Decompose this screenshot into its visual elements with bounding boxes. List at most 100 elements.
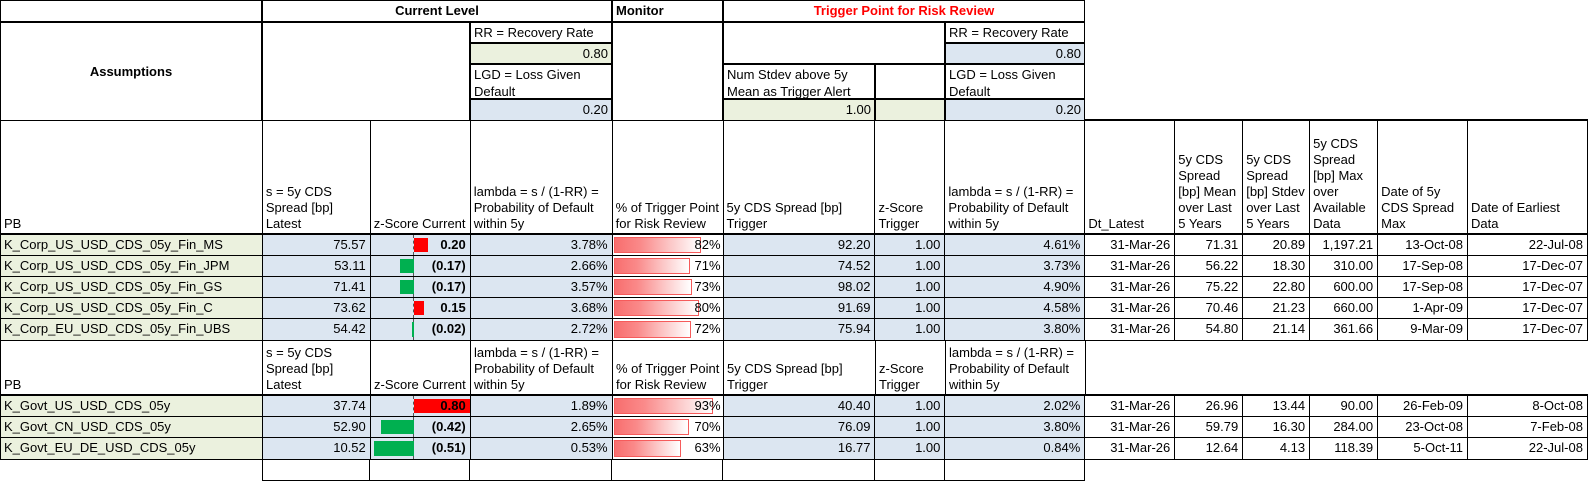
max-spread-cell[interactable]: 1,197.21 bbox=[1310, 235, 1379, 255]
z-score-current-cell[interactable]: (0.17) bbox=[370, 256, 471, 276]
pct-of-trigger-cell[interactable]: 72% bbox=[612, 319, 724, 340]
col-header-dt-latest[interactable]: Dt_Latest bbox=[1085, 121, 1176, 233]
latest-spread-cell[interactable]: 10.52 bbox=[262, 438, 371, 459]
spread-trigger-cell[interactable]: 92.20 bbox=[723, 235, 876, 255]
mean-5y-cell[interactable]: 71.31 bbox=[1175, 235, 1244, 255]
lambda-current-cell[interactable]: 2.65% bbox=[470, 417, 613, 437]
dt-latest-cell[interactable]: 31-Mar-26 bbox=[1085, 256, 1176, 276]
spread-trigger-cell[interactable]: 75.94 bbox=[723, 319, 876, 340]
z-score-trigger-cell[interactable]: 1.00 bbox=[875, 235, 946, 255]
z-score-current-cell[interactable]: 0.15 bbox=[370, 298, 471, 318]
date-earliest-cell[interactable]: 7-Feb-08 bbox=[1468, 417, 1588, 437]
col-header-date-max[interactable]: Date of 5y CDS Spread Max bbox=[1378, 121, 1469, 233]
lambda-current-cell[interactable]: 0.53% bbox=[470, 438, 613, 459]
col-header-pb-2[interactable]: PB bbox=[1, 341, 263, 394]
max-spread-cell[interactable]: 660.00 bbox=[1310, 298, 1379, 318]
spread-trigger-cell[interactable]: 91.69 bbox=[723, 298, 876, 318]
pct-of-trigger-cell[interactable]: 63% bbox=[612, 438, 724, 459]
latest-spread-cell[interactable]: 37.74 bbox=[262, 396, 371, 416]
latest-spread-cell[interactable]: 54.42 bbox=[262, 319, 371, 340]
z-score-trigger-cell[interactable]: 1.00 bbox=[875, 438, 946, 459]
col-header-spread-trigger[interactable]: 5y CDS Spread [bp] Trigger bbox=[724, 121, 876, 233]
lambda-trigger-cell[interactable]: 3.80% bbox=[945, 417, 1086, 437]
trigger-lgd-value[interactable]: 0.20 bbox=[945, 99, 1085, 121]
spread-trigger-cell[interactable]: 76.09 bbox=[723, 417, 876, 437]
dt-latest-cell[interactable]: 31-Mar-26 bbox=[1085, 396, 1176, 416]
trigger-stdev-value[interactable]: 1.00 bbox=[723, 99, 875, 121]
lambda-current-cell[interactable]: 2.72% bbox=[470, 319, 613, 340]
z-score-current-cell[interactable]: (0.02) bbox=[370, 319, 471, 340]
pct-of-trigger-cell[interactable]: 80% bbox=[612, 298, 724, 318]
date-earliest-cell[interactable]: 17-Dec-07 bbox=[1468, 319, 1588, 340]
col-header-zscore-trigger-2[interactable]: z-Score Trigger bbox=[876, 341, 946, 394]
dt-latest-cell[interactable]: 31-Mar-26 bbox=[1085, 277, 1176, 297]
date-of-max-cell[interactable]: 23-Oct-08 bbox=[1378, 417, 1469, 437]
row-label-cell[interactable]: K_Govt_US_USD_CDS_05y bbox=[1, 396, 263, 416]
empty-cell[interactable] bbox=[875, 460, 945, 481]
mean-5y-cell[interactable]: 54.80 bbox=[1175, 319, 1244, 340]
date-earliest-cell[interactable]: 17-Dec-07 bbox=[1468, 277, 1588, 297]
empty-cell[interactable] bbox=[612, 460, 723, 481]
max-spread-cell[interactable]: 118.39 bbox=[1310, 438, 1379, 459]
current-rr-value[interactable]: 0.80 bbox=[470, 43, 612, 64]
empty-cell[interactable] bbox=[945, 460, 1085, 481]
col-header-spread-trigger-2[interactable]: 5y CDS Spread [bp] Trigger bbox=[724, 341, 876, 394]
date-earliest-cell[interactable]: 17-Dec-07 bbox=[1468, 256, 1588, 276]
pct-of-trigger-cell[interactable]: 70% bbox=[612, 417, 724, 437]
empty-cell[interactable] bbox=[470, 460, 612, 481]
empty-cell[interactable] bbox=[723, 460, 875, 481]
pct-of-trigger-cell[interactable]: 73% bbox=[612, 277, 724, 297]
col-header-lambda-trigger[interactable]: lambda = s / (1-RR) = Probability of Def… bbox=[945, 121, 1086, 233]
z-score-trigger-cell[interactable]: 1.00 bbox=[875, 277, 946, 297]
stdev-5y-cell[interactable]: 22.80 bbox=[1243, 277, 1311, 297]
z-score-current-cell[interactable]: (0.51) bbox=[370, 438, 471, 459]
lambda-current-cell[interactable]: 2.66% bbox=[470, 256, 613, 276]
row-label-cell[interactable]: K_Corp_US_USD_CDS_05y_Fin_MS bbox=[1, 235, 263, 255]
stdev-5y-cell[interactable]: 18.30 bbox=[1243, 256, 1311, 276]
lambda-trigger-cell[interactable]: 3.73% bbox=[945, 256, 1086, 276]
spread-trigger-cell[interactable]: 98.02 bbox=[723, 277, 876, 297]
pct-of-trigger-cell[interactable]: 93% bbox=[612, 396, 724, 416]
date-of-max-cell[interactable]: 5-Oct-11 bbox=[1378, 438, 1469, 459]
z-score-trigger-cell[interactable]: 1.00 bbox=[875, 256, 946, 276]
empty-cell[interactable] bbox=[262, 460, 370, 481]
dt-latest-cell[interactable]: 31-Mar-26 bbox=[1085, 417, 1176, 437]
date-of-max-cell[interactable]: 1-Apr-09 bbox=[1378, 298, 1469, 318]
lambda-trigger-cell[interactable]: 4.90% bbox=[945, 277, 1086, 297]
lambda-trigger-cell[interactable]: 4.58% bbox=[945, 298, 1086, 318]
lambda-current-cell[interactable]: 1.89% bbox=[470, 396, 613, 416]
latest-spread-cell[interactable]: 71.41 bbox=[262, 277, 371, 297]
col-header-stdev5y[interactable]: 5y CDS Spread [bp] Stdev over Last 5 Yea… bbox=[1243, 121, 1311, 233]
max-spread-cell[interactable]: 600.00 bbox=[1310, 277, 1379, 297]
row-label-cell[interactable]: K_Govt_CN_USD_CDS_05y bbox=[1, 417, 263, 437]
dt-latest-cell[interactable]: 31-Mar-26 bbox=[1085, 438, 1176, 459]
stdev-5y-cell[interactable]: 13.44 bbox=[1243, 396, 1311, 416]
date-of-max-cell[interactable]: 9-Mar-09 bbox=[1378, 319, 1469, 340]
latest-spread-cell[interactable]: 75.57 bbox=[262, 235, 371, 255]
col-header-lambda-2[interactable]: lambda = s / (1-RR) = Probability of Def… bbox=[471, 341, 613, 394]
lambda-trigger-cell[interactable]: 2.02% bbox=[945, 396, 1086, 416]
z-score-current-cell[interactable]: 0.20 bbox=[370, 235, 471, 255]
lambda-trigger-cell[interactable]: 3.80% bbox=[945, 319, 1086, 340]
lambda-trigger-cell[interactable]: 4.61% bbox=[945, 235, 1086, 255]
spread-trigger-cell[interactable]: 74.52 bbox=[723, 256, 876, 276]
z-score-trigger-cell[interactable]: 1.00 bbox=[875, 319, 946, 340]
col-header-max[interactable]: 5y CDS Spread [bp] Max over Available Da… bbox=[1310, 121, 1379, 233]
pct-of-trigger-cell[interactable]: 82% bbox=[612, 235, 724, 255]
lambda-current-cell[interactable]: 3.78% bbox=[470, 235, 613, 255]
lambda-current-cell[interactable]: 3.68% bbox=[470, 298, 613, 318]
spread-trigger-cell[interactable]: 40.40 bbox=[723, 396, 876, 416]
trigger-ztrig-empty-cell[interactable] bbox=[875, 64, 945, 99]
col-header-latest-2[interactable]: s = 5y CDS Spread [bp] Latest bbox=[263, 341, 371, 394]
col-header-latest[interactable]: s = 5y CDS Spread [bp] Latest bbox=[263, 121, 371, 233]
date-of-max-cell[interactable]: 17-Sep-08 bbox=[1378, 256, 1469, 276]
row-label-cell[interactable]: K_Govt_EU_DE_USD_CDS_05y bbox=[1, 438, 263, 459]
date-earliest-cell[interactable]: 22-Jul-08 bbox=[1468, 438, 1588, 459]
row-label-cell[interactable]: K_Corp_US_USD_CDS_05y_Fin_GS bbox=[1, 277, 263, 297]
stdev-5y-cell[interactable]: 16.30 bbox=[1243, 417, 1311, 437]
max-spread-cell[interactable]: 310.00 bbox=[1310, 256, 1379, 276]
trigger-ztrig-green-cell[interactable] bbox=[875, 99, 945, 121]
col-header-pb[interactable]: PB bbox=[1, 121, 263, 233]
empty-cell[interactable] bbox=[370, 460, 470, 481]
latest-spread-cell[interactable]: 52.90 bbox=[262, 417, 371, 437]
